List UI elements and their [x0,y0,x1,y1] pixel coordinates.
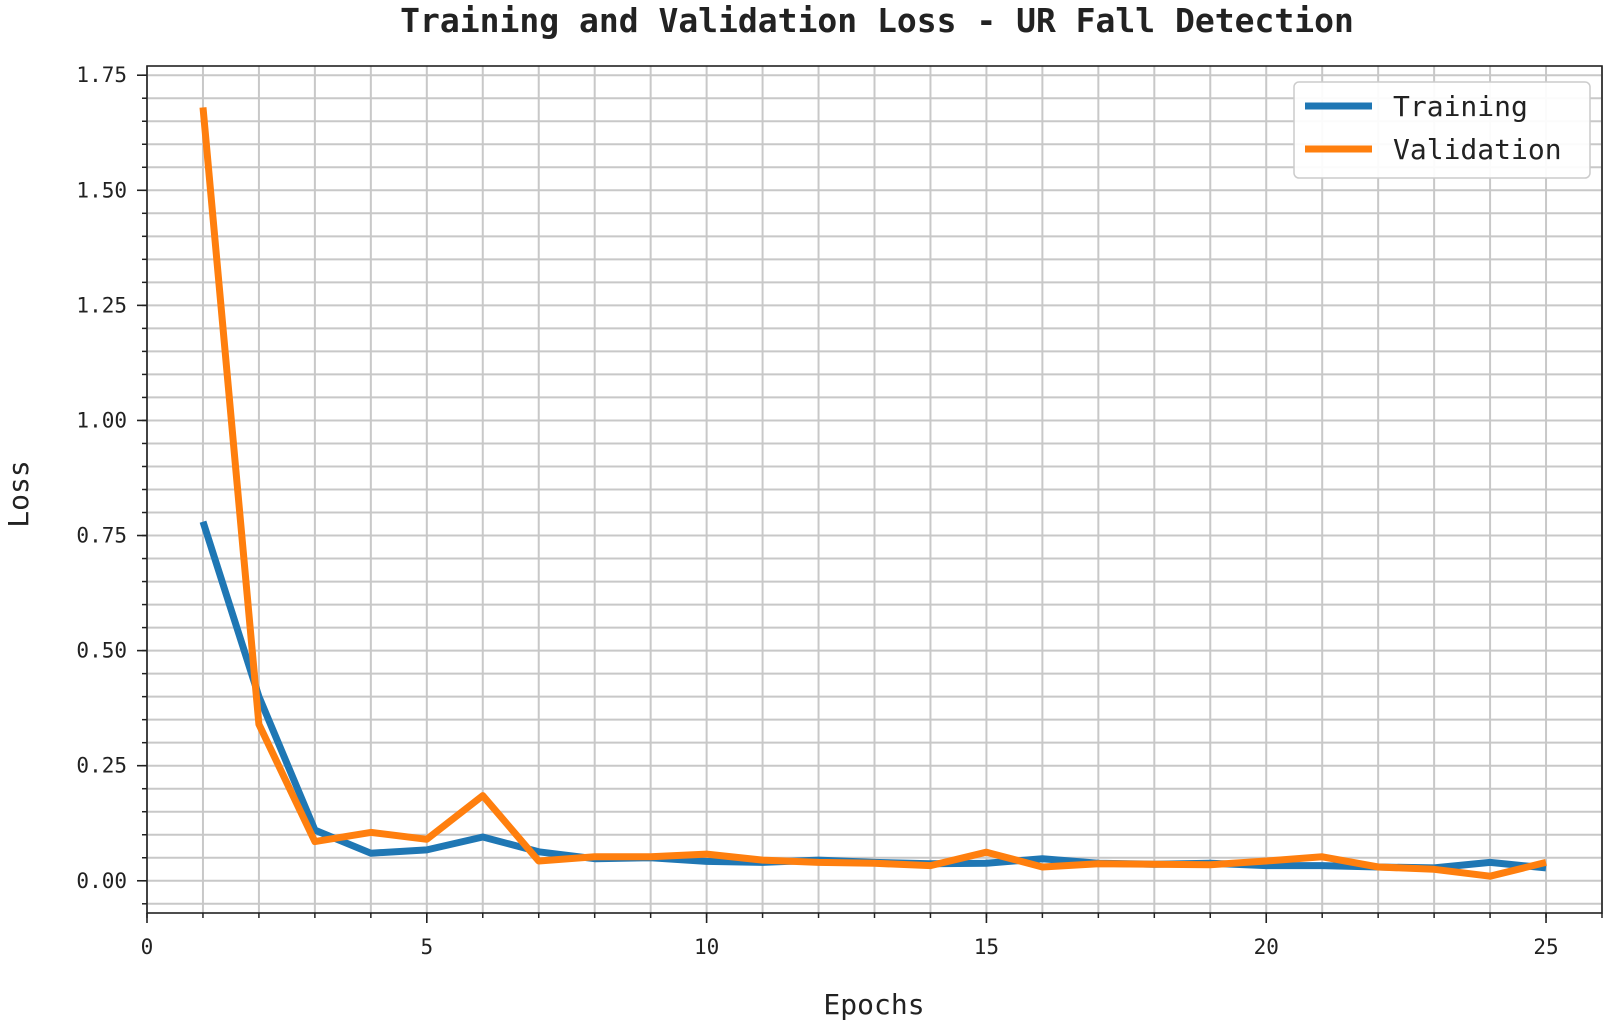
legend-label-training: Training [1393,90,1528,123]
y-tick-label: 1.50 [76,178,127,202]
x-tick-label: 10 [694,935,719,959]
x-tick-label: 0 [141,935,154,959]
grid-lines [146,66,1603,913]
y-axis-label: Loss [2,460,35,527]
x-tick-label: 15 [974,935,999,959]
x-axis-ticks: 0 5 10 15 20 25 [141,913,1603,959]
y-tick-label: 0.25 [76,754,127,778]
y-tick-label: 1.25 [76,293,127,317]
legend-label-validation: Validation [1393,133,1562,166]
legend: Training Validation [1293,81,1591,179]
y-tick-label: 0.75 [76,524,127,548]
plot-area [146,65,1603,914]
x-tick-label: 20 [1254,935,1279,959]
y-tick-label: 0.50 [76,639,127,663]
x-tick-label: 5 [420,935,433,959]
series-lines [199,107,1547,880]
y-tick-label: 0.00 [76,869,127,893]
y-tick-label: 1.00 [76,408,127,432]
y-axis-ticks: 0.00 0.25 0.50 0.75 1.00 1.25 1.50 1.75 [76,63,147,905]
y-tick-label: 1.75 [76,63,127,87]
chart-title: Training and Validation Loss - UR Fall D… [400,1,1354,40]
x-axis-label: Epochs [823,988,924,1021]
x-tick-label: 25 [1533,935,1558,959]
series-line-validation [199,107,1547,880]
